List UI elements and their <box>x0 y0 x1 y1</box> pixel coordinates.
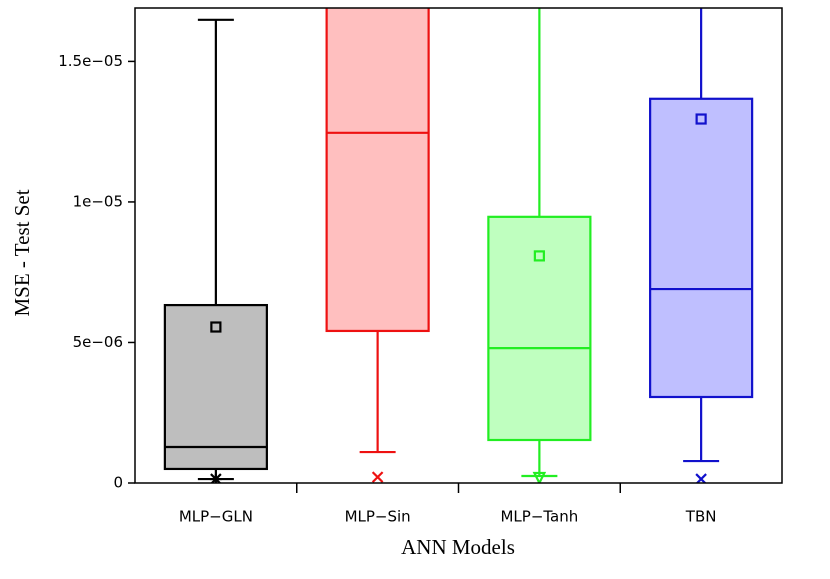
x-tick-label: MLP−Sin <box>345 508 411 526</box>
mean-marker <box>533 250 545 262</box>
y-axis-label: MSE - Test Set <box>10 189 34 316</box>
y-tick-label: 1.5e−05 <box>58 52 123 70</box>
y-tick-label: 1e−05 <box>73 192 123 210</box>
min-marker <box>532 471 547 483</box>
x-tick-label: MLP−Tanh <box>500 508 578 526</box>
x-tick-label: MLP−GLN <box>179 508 253 526</box>
y-tick-label: 5e−06 <box>73 333 123 351</box>
box <box>325 8 430 333</box>
mean-marker <box>695 113 707 125</box>
plot-area <box>163 8 754 483</box>
mean-marker <box>210 321 222 333</box>
y-tick-label: 0 <box>113 474 123 492</box>
box <box>163 303 268 471</box>
min-marker <box>209 473 222 483</box>
x-axis-label: ANN Models <box>401 535 515 559</box>
box <box>649 97 754 399</box>
x-tick-label: TBN <box>685 508 717 526</box>
min-marker <box>371 471 384 483</box>
box <box>487 215 592 442</box>
